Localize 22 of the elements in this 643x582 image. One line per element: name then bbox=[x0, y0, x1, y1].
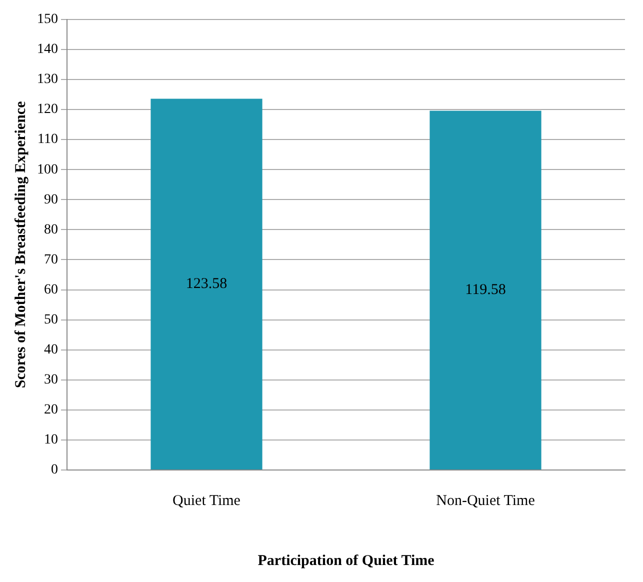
y-tick-label: 120 bbox=[37, 102, 58, 118]
x-tick-label: Quiet Time bbox=[172, 492, 241, 509]
y-axis-title: Scores of Mother's Breastfeeding Experience bbox=[12, 100, 29, 388]
y-tick-label: 100 bbox=[37, 162, 58, 178]
y-tick-label: 90 bbox=[44, 192, 58, 208]
y-tick-label: 150 bbox=[37, 12, 58, 28]
data-label: 123.58 bbox=[186, 276, 228, 292]
y-tick-label: 60 bbox=[44, 282, 58, 298]
y-tick-label: 110 bbox=[38, 132, 58, 148]
y-tick-label: 20 bbox=[44, 402, 58, 418]
x-tick-label: Non-Quiet Time bbox=[436, 492, 536, 509]
y-tick-label: 30 bbox=[44, 372, 58, 388]
x-axis-title: Participation of Quiet Time bbox=[258, 552, 435, 569]
y-tick-label: 140 bbox=[37, 42, 58, 58]
y-tick-label: 70 bbox=[44, 252, 58, 268]
y-tick-label: 130 bbox=[37, 72, 58, 88]
y-tick-label: 80 bbox=[44, 222, 58, 238]
y-tick-label: 50 bbox=[44, 312, 58, 328]
y-tick-label: 0 bbox=[51, 462, 58, 478]
data-label: 119.58 bbox=[465, 282, 506, 298]
y-tick-label: 10 bbox=[44, 432, 58, 448]
y-tick-label: 40 bbox=[44, 342, 58, 358]
